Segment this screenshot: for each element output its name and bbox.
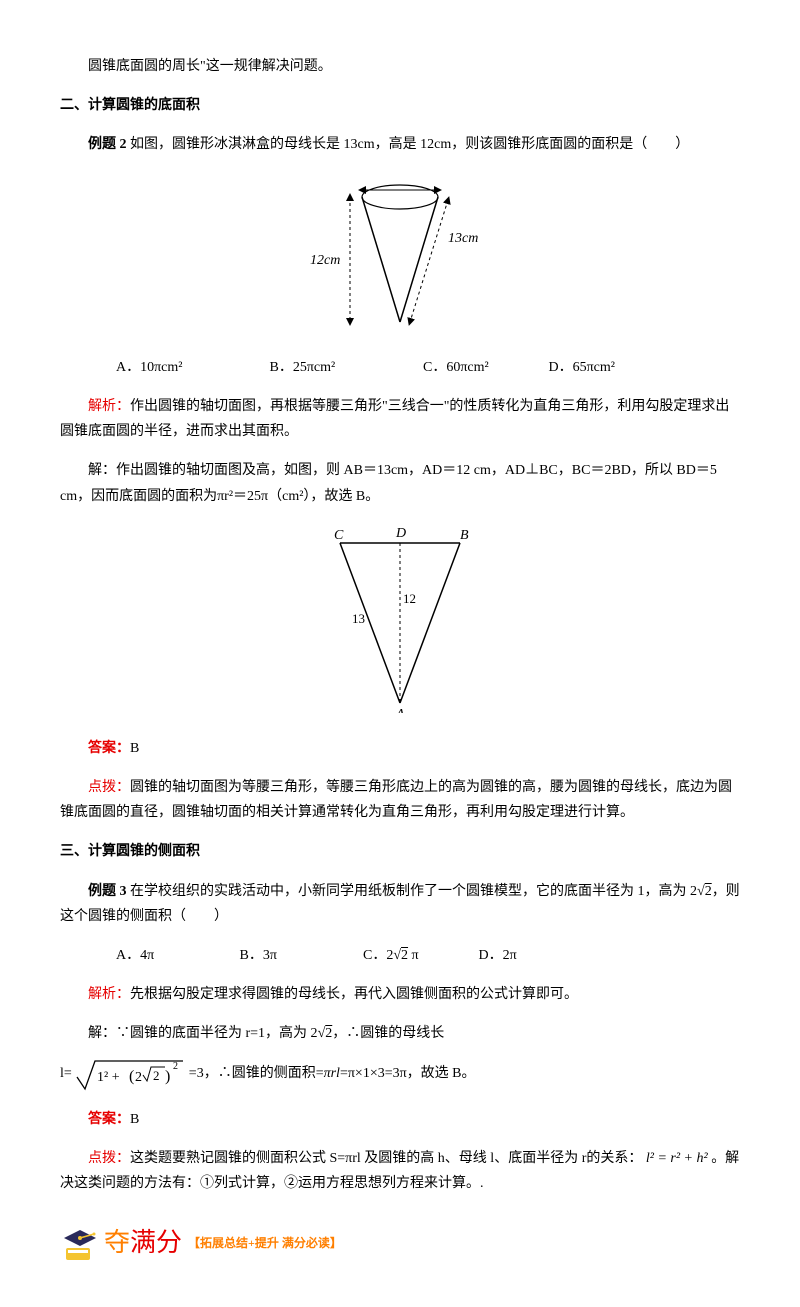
cone-figure: 12cm 13cm [60,172,740,341]
opt3-d: D．2π [479,948,517,963]
tip3-a: 这类题要熟记圆锥的侧面积公式 S=πrl 及圆锥的高 h、母线 l、底面半径为 … [130,1151,642,1166]
svg-text:1² +: 1² + [97,1070,120,1085]
section-2-title: 二、计算圆锥的底面积 [60,93,740,118]
answer3-label: 答案： [88,1112,130,1127]
analysis3-label: 解析： [88,987,130,1002]
svg-text:(: ( [129,1068,134,1085]
options-row-2: A．10πcm² B．25πcm² C．60πcm² D．65πcm² [60,355,740,380]
answer-3: 答案：B [60,1107,740,1132]
example-2: 例题 2 如图，圆锥形冰淇淋盒的母线长是 13cm，高是 12cm，则该圆锥形底… [60,132,740,157]
tip-2: 点拨：圆锥的轴切面图为等腰三角形，等腰三角形底边上的高为圆锥的高，腰为圆锥的母线… [60,775,740,825]
ex3-a: 在学校组织的实践活动中，小新同学用纸板制作了一个圆锥模型，它的底面半径为 1，高… [130,884,697,899]
tip-3: 点拨：这类题要熟记圆锥的侧面积公式 S=πrl 及圆锥的高 h、母线 l、底面半… [60,1146,740,1196]
svg-text:2: 2 [153,1068,160,1083]
answer3-val: B [130,1112,139,1127]
h-12: 12 [403,591,416,606]
section-3-title: 三、计算圆锥的侧面积 [60,839,740,864]
answer-label: 答案： [88,741,130,756]
graduate-icon [60,1224,100,1264]
analysis-3: 解析：先根据勾股定理求得圆锥的母线长，再代入圆锥侧面积的公式计算即可。 [60,982,740,1007]
svg-text:2: 2 [173,1061,178,1072]
analysis-2: 解析：作出圆锥的轴切面图，再根据等腰三角形"三线合一"的性质转化为直角三角形，利… [60,394,740,444]
options-row-3: A．4π B．3π C．2√2 π D．2π [60,943,740,968]
label-13cm: 13cm [448,231,478,246]
example-2-text: 如图，圆锥形冰淇淋盒的母线长是 13cm，高是 12cm，则该圆锥形底面圆的面积… [130,137,689,152]
badge-t2: 满分 [130,1228,182,1257]
opt-b: B．25πcm² [242,355,392,380]
opt3-c: C．2√2 π [335,943,475,968]
pt-d: D [395,526,406,541]
example-2-label: 例题 2 [88,137,127,152]
analysis-label: 解析： [88,399,130,414]
svg-text:): ) [165,1068,170,1085]
answer-val: B [130,741,139,756]
opt-a: A．10πcm² [88,355,238,380]
sqrt-formula: 1² + ( 2 2 ) 2 [75,1068,189,1083]
slant-13: 13 [352,611,365,626]
badge: 夺满分 【拓展总结+提升 满分必读】 [60,1220,740,1267]
tip3-formula: l² = r² + h² [646,1151,708,1166]
solution-3b: l= 1² + ( 2 2 ) 2 =3，∴圆锥的侧面积=πrl=π×1×3=3… [60,1055,740,1093]
top-fragment: 圆锥底面圆的周长"这一规律解决问题。 [60,54,740,79]
solution-2: 解：作出圆锥的轴切面图及高，如图，则 AB＝13cm，AD＝12 cm，AD⊥B… [60,458,740,508]
triangle-figure: C D B A 12 13 [60,523,740,722]
badge-t1: 夺 [104,1228,130,1257]
svg-text:2: 2 [135,1070,142,1085]
answer-2: 答案：B [60,736,740,761]
example-3-label: 例题 3 [88,884,127,899]
example-3: 例题 3 在学校组织的实践活动中，小新同学用纸板制作了一个圆锥模型，它的底面半径… [60,879,740,929]
analysis3-text: 先根据勾股定理求得圆锥的母线长，再代入圆锥侧面积的公式计算即可。 [130,987,578,1002]
opt3-a: A．4π [88,943,208,968]
analysis-text: 作出圆锥的轴切面图，再根据等腰三角形"三线合一"的性质转化为直角三角形，利用勾股… [60,399,729,439]
badge-hint: 【拓展总结+提升 满分必读】 [188,1233,342,1255]
pt-c: C [334,528,344,543]
solution-3a: 解：∵圆锥的底面半径为 r=1，高为 2√2，∴圆锥的母线长 [60,1021,740,1046]
opt3-b: B．3π [212,943,332,968]
tip-label: 点拨： [88,780,130,795]
pt-a: A [395,707,405,713]
opt-c: C．60πcm² [395,355,545,380]
opt-d: D．65πcm² [549,360,615,375]
label-12cm: 12cm [310,253,340,268]
pt-b: B [460,528,469,543]
tip3-label: 点拨： [88,1151,130,1166]
tip-text: 圆锥的轴切面图为等腰三角形，等腰三角形底边上的高为圆锥的高，腰为圆锥的母线长，底… [60,780,732,820]
